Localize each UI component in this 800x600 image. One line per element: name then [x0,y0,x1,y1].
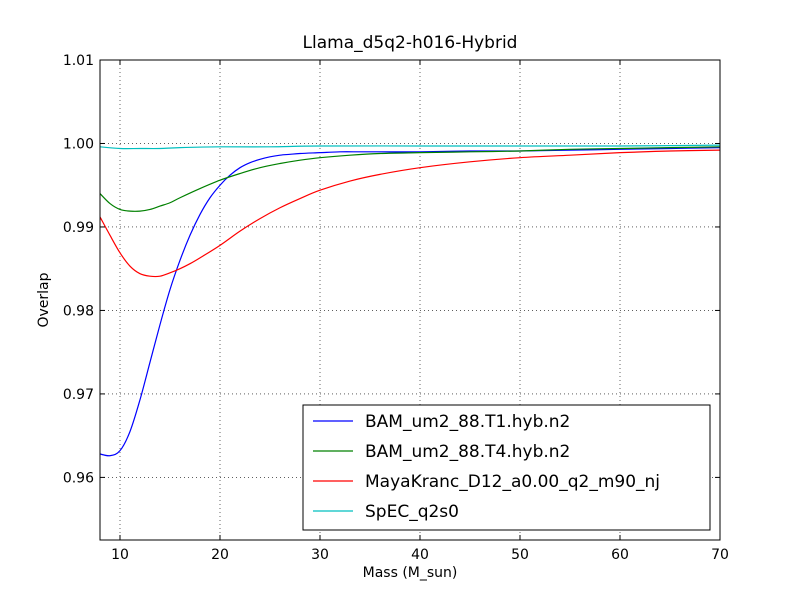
x-tick-label: 30 [311,547,329,563]
x-tick-label: 40 [411,547,429,563]
x-tick-label: 70 [711,547,729,563]
y-tick-label: 0.97 [63,387,94,403]
legend-box [302,404,711,531]
legend-label-1: BAM_um2_88.T1.hyb.n2 [365,412,570,432]
plot-frame [99,59,721,541]
y-tick-label: 1.00 [63,136,94,152]
series-line-1 [100,147,720,457]
x-tick-label: 20 [211,547,229,563]
x-axis-label: Mass (M_sun) [363,565,458,581]
legend-label-4: SpEC_q2s0 [365,502,459,522]
series-line-2 [100,146,720,212]
legend-label-2: BAM_um2_88.T4.hyb.n2 [365,442,570,462]
axis-ticks: 10 20 30 40 50 60 70 0.96 0.97 0.98 0.99 1.00 1.01 [63,53,729,563]
x-tick-label: 50 [511,547,529,563]
y-tick-label: 0.98 [63,303,94,319]
y-tick-label: 0.99 [63,220,94,236]
legend: BAM_um2_88.T1.hyb.n2 BAM_um2_88.T4.hyb.n2… [302,404,711,531]
y-axis-label: Overlap [36,272,52,327]
series-line-4 [100,144,720,150]
x-tick-label: 60 [611,547,629,563]
y-tick-label: 0.96 [63,470,94,486]
chart-title: Llama_d5q2-h016-Hybrid [303,33,518,53]
legend-label-3: MayaKranc_D12_a0.00_q2_m90_nj [365,472,660,492]
series-lines [100,144,720,457]
y-tick-label: 1.01 [63,53,94,69]
series-line-3 [100,149,720,278]
x-tick-label: 10 [111,547,129,563]
